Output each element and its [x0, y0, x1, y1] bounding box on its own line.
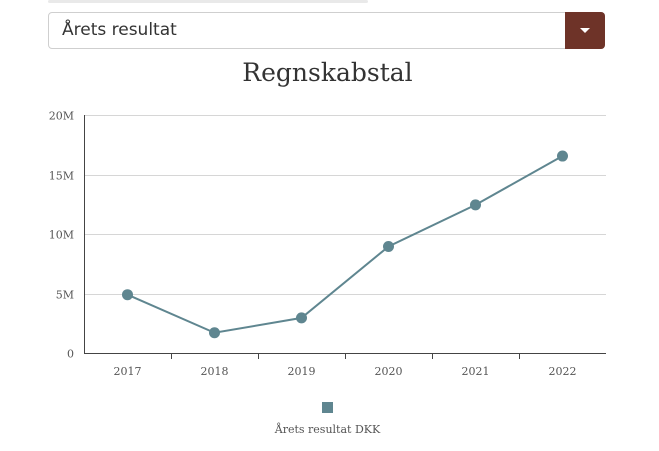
- series-line: [127, 155, 563, 334]
- legend: Årets resultat DKK: [0, 402, 655, 437]
- legend-label[interactable]: Årets resultat DKK: [274, 423, 381, 436]
- x-tick-label: 2019: [288, 365, 316, 378]
- data-point: [557, 150, 568, 162]
- x-tick-label: 2017: [114, 365, 142, 378]
- y-tick-label: 20M: [49, 110, 74, 123]
- x-tick-label: 2021: [462, 365, 490, 378]
- chart-title: Regnskabstal: [242, 58, 413, 87]
- metric-select[interactable]: Årets resultat: [48, 12, 605, 49]
- y-tick-label: 5M: [56, 289, 74, 302]
- data-point: [209, 327, 220, 339]
- x-tick-label: 2020: [375, 365, 403, 378]
- data-point: [470, 199, 481, 211]
- metric-select-value: Årets resultat: [62, 20, 177, 40]
- data-point: [383, 240, 394, 252]
- dropdown-toggle-button[interactable]: [565, 12, 605, 49]
- partial-text-above: [48, 0, 368, 6]
- y-tick-label: 15M: [49, 170, 74, 183]
- legend-swatch: [322, 402, 333, 413]
- x-tick-label: 2022: [549, 365, 577, 378]
- data-point: [296, 312, 307, 324]
- y-tick-label: 0: [67, 348, 74, 361]
- line-chart: 0 5M 10M 15M 20M 2017 2018 2019 2020 2021 2022: [49, 110, 606, 378]
- caret-down-icon: [580, 28, 590, 33]
- y-tick-label: 10M: [49, 229, 74, 242]
- x-tick-label: 2018: [201, 365, 229, 378]
- data-point: [122, 289, 133, 301]
